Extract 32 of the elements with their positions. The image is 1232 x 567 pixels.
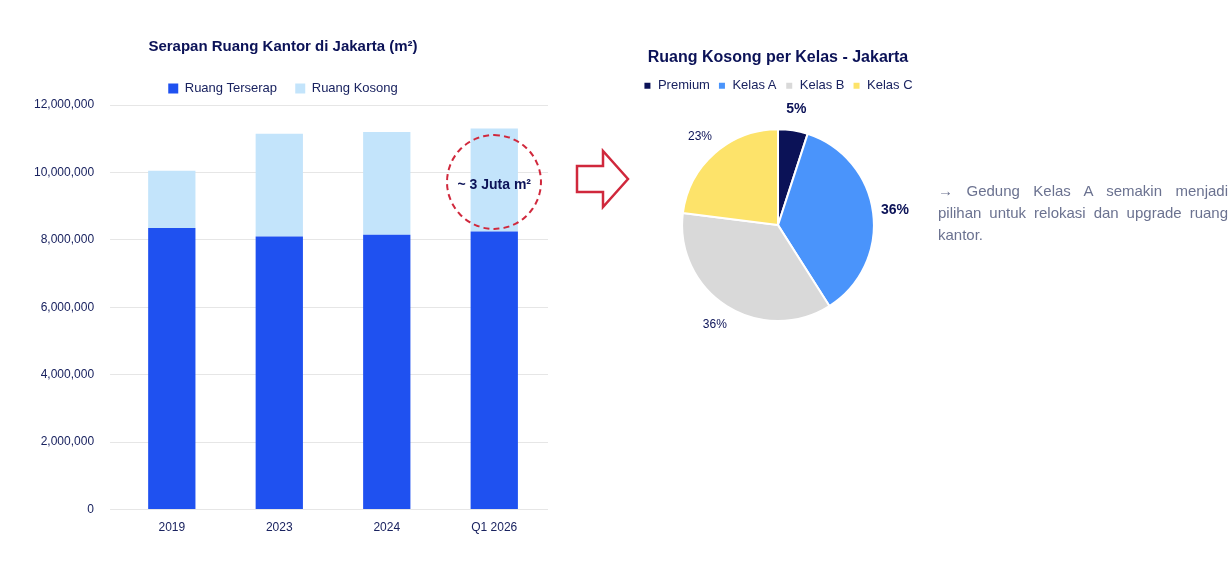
y-tick-label: 12,000,000 [34, 97, 95, 112]
bar [255, 133, 303, 237]
bar [363, 131, 411, 235]
legend-label: Kelas A [732, 77, 777, 93]
legend-label: Ruang Terserap [184, 80, 278, 96]
y-tick-label: 10,000,000 [34, 164, 95, 179]
legend-label: Kelas C [867, 77, 913, 93]
chart-title: Ruang Kosong per Kelas - Jakarta [647, 48, 909, 66]
x-tick-label: 2019 [158, 520, 186, 535]
y-tick-label: 2,000,000 [40, 434, 95, 449]
text: → Gedung Kelas A semakin menjadi pilihan untuk relokasi dan upgrade ruang kantor. [938, 181, 1228, 245]
x-tick-label: 2023 [265, 520, 293, 535]
y-tick-label: 0 [87, 501, 95, 516]
y-tick-label: 8,000,000 [40, 232, 95, 247]
data-label: 36% [880, 201, 910, 218]
legend-label: Premium [657, 77, 710, 93]
data-label: 5% [786, 99, 808, 116]
x-tick-label: 2024 [373, 520, 401, 535]
bar [148, 170, 196, 229]
bar [255, 236, 303, 510]
x-tick-label: Q1 2026 [471, 520, 518, 535]
legend-label: Kelas B [799, 77, 845, 93]
annotation: ~ 3 Juta m² [456, 175, 532, 192]
legend-label: Ruang Kosong [311, 80, 398, 96]
y-tick-label: 4,000,000 [40, 367, 95, 382]
bar [148, 228, 196, 510]
bar [470, 231, 518, 510]
bar [363, 234, 411, 510]
data-label: 36% [702, 316, 728, 331]
data-label: 23% [688, 128, 713, 143]
y-tick-label: 6,000,000 [40, 299, 95, 314]
chart-title: Serapan Ruang Kantor di Jakarta (m²) [148, 37, 418, 55]
